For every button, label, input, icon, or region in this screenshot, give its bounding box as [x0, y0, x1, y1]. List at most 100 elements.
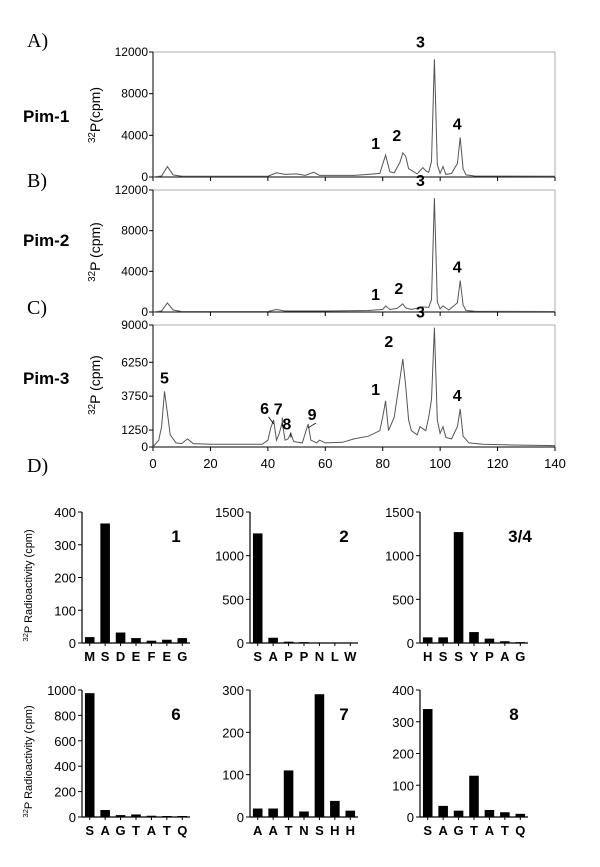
residue-label: H — [423, 649, 432, 664]
residue-label: Y — [470, 649, 479, 664]
x-tick-label: 80 — [375, 456, 389, 471]
residue-label: L — [331, 649, 339, 664]
bar — [422, 637, 433, 643]
y-tick-label: 500 — [392, 592, 414, 607]
residue-label: P — [284, 649, 293, 664]
residue-label: S — [439, 649, 448, 664]
bar — [283, 770, 294, 817]
residue-label: E — [132, 649, 141, 664]
y-axis-label-superscript: 32 — [87, 404, 98, 415]
residue-label: A — [100, 823, 110, 838]
panel-letter: B) — [27, 170, 47, 192]
y-tick-label: 600 — [54, 734, 76, 749]
chromatogram-trace — [152, 59, 556, 178]
x-tick-label: 60 — [318, 456, 332, 471]
y-tick-label: 300 — [392, 715, 414, 730]
y-tick-label: 0 — [69, 810, 76, 825]
y-tick-label: 4000 — [121, 128, 148, 142]
residue-label: S — [454, 649, 463, 664]
peak-label: 1 — [371, 136, 380, 153]
residue-label: S — [85, 823, 94, 838]
y-axis-label: 32P Radioactivity (cpm) — [21, 529, 36, 641]
bar — [131, 814, 141, 817]
x-tick-label: 20 — [203, 456, 217, 471]
y-tick-label: 100 — [222, 768, 244, 783]
bar — [422, 709, 433, 817]
bar — [469, 632, 479, 643]
chromatogram-pim-1: 0 4000 8000 12000 1 2 3 4 Pim-1 32P(cpm) — [23, 34, 556, 184]
bar — [299, 642, 309, 643]
bar — [252, 533, 263, 643]
bar — [469, 775, 479, 817]
y-tick-label: 400 — [54, 505, 76, 520]
y-axis-label-superscript: 32 — [21, 633, 30, 642]
residue-label: H — [346, 823, 355, 838]
residue-label: T — [501, 823, 509, 838]
residue-label: A — [438, 823, 448, 838]
residue-label: G — [177, 649, 187, 664]
y-tick-label: 12000 — [115, 183, 149, 197]
residue-label: N — [299, 823, 308, 838]
residue-label: A — [268, 823, 278, 838]
bar — [252, 808, 263, 817]
bar — [115, 815, 126, 817]
bar — [268, 808, 278, 817]
residue-label: H — [330, 823, 339, 838]
y-tick-label: 800 — [54, 708, 76, 723]
peak-label: 5 — [160, 370, 169, 387]
residue-label: T — [285, 823, 293, 838]
y-tick-label: 0 — [237, 810, 244, 825]
panel-letter: D) — [27, 455, 48, 477]
peak-label: 3 — [416, 173, 425, 190]
kinase-label: Pim-1 — [23, 107, 69, 126]
y-tick-label: 0 — [237, 636, 244, 651]
bar — [177, 638, 188, 643]
bar — [177, 815, 188, 817]
residue-label: A — [268, 649, 278, 664]
y-axis-label-text: P(cpm) — [87, 87, 103, 132]
peak-label: 4 — [453, 388, 462, 405]
residue-label: P — [485, 649, 494, 664]
bar — [515, 642, 526, 643]
bar — [100, 523, 110, 643]
bar — [162, 815, 172, 817]
residue-label: A — [485, 823, 495, 838]
bar — [438, 805, 448, 817]
panel-letter: A) — [27, 30, 48, 52]
panel-letter: C) — [27, 297, 47, 319]
y-tick-label: 300 — [54, 538, 76, 553]
y-tick-label: 200 — [392, 747, 414, 762]
peak-label: 7 — [274, 402, 283, 419]
y-tick-label: 8000 — [121, 224, 148, 238]
peak-leader-line — [307, 422, 317, 429]
y-tick-label: 300 — [222, 683, 244, 698]
bar — [283, 641, 294, 643]
y-tick-label: 1000 — [215, 549, 244, 564]
bar — [84, 693, 95, 817]
residue-label: N — [315, 649, 324, 664]
y-tick-label: 200 — [222, 725, 244, 740]
bar — [484, 638, 495, 643]
y-tick-label: 3750 — [121, 389, 148, 403]
residue-label: S — [253, 649, 262, 664]
bar — [438, 637, 448, 643]
residue-label: T — [163, 823, 171, 838]
y-tick-label: 400 — [54, 759, 76, 774]
y-tick-label: 200 — [54, 785, 76, 800]
residue-label: M — [84, 649, 95, 664]
residue-label: E — [163, 649, 172, 664]
y-axis-label-text: P (cpm) — [87, 222, 103, 271]
y-tick-label: 400 — [392, 683, 414, 698]
y-tick-label: 200 — [54, 571, 76, 586]
peptide-peak-number: 8 — [509, 705, 518, 724]
peptide-peak-number: 3/4 — [508, 527, 532, 546]
peak-label: 1 — [371, 382, 380, 399]
y-tick-label: 0 — [141, 440, 148, 454]
plot-frame — [152, 189, 556, 313]
